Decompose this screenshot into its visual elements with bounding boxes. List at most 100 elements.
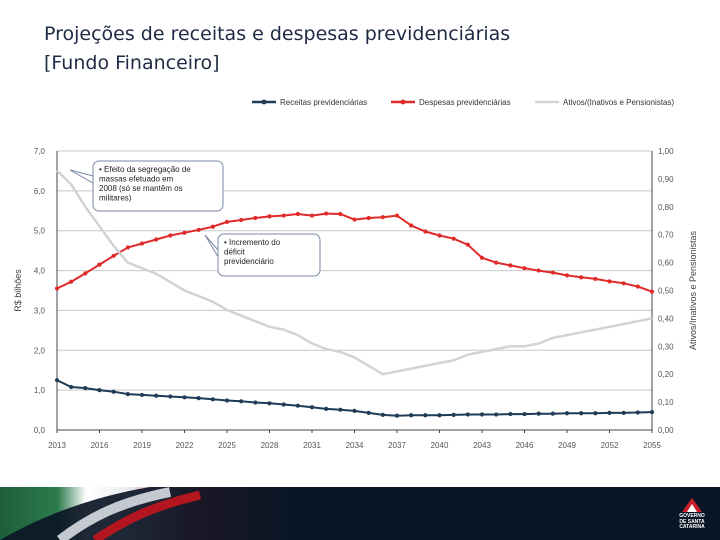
x-tick-label: 2016 <box>91 441 109 450</box>
data-point <box>451 236 456 241</box>
data-point <box>97 262 102 267</box>
x-tick-label: 2043 <box>473 441 491 450</box>
data-point <box>69 279 74 284</box>
data-point <box>409 223 414 228</box>
legend-label: Receitas previdenciárias <box>280 98 367 107</box>
legend-label: Despesas previdenciárias <box>419 98 511 107</box>
x-tick-label: 2049 <box>558 441 576 450</box>
data-point <box>224 398 230 403</box>
data-point <box>366 410 371 415</box>
slide-title: Projeções de receitas e despesas previde… <box>44 20 684 78</box>
y-right-tick-label: 1,00 <box>658 147 674 156</box>
x-tick-label: 2013 <box>48 441 66 450</box>
data-point <box>267 401 272 406</box>
y-tick-label: 4,0 <box>34 267 46 276</box>
data-point <box>593 411 598 416</box>
footer-decor <box>0 487 720 540</box>
data-point <box>69 384 74 390</box>
data-point <box>437 413 442 418</box>
annotation-pointer <box>69 169 94 184</box>
data-point <box>83 271 88 276</box>
x-tick-label: 2052 <box>601 441 619 450</box>
data-point <box>97 388 102 393</box>
legend-label: Ativos/(Inativos e Pensionistas) <box>563 98 674 107</box>
y-tick-label: 5,0 <box>34 227 46 236</box>
data-point <box>224 219 230 225</box>
data-point <box>281 402 286 407</box>
x-tick-label: 2025 <box>218 441 236 450</box>
annotation-text: previdenciário <box>224 257 274 266</box>
legend-marker <box>400 99 406 105</box>
data-point <box>423 413 428 418</box>
data-point <box>196 396 201 401</box>
data-point <box>394 413 400 418</box>
y-axis-label: R$ bilhões <box>13 269 23 312</box>
data-point <box>139 392 145 398</box>
x-tick-label: 2034 <box>346 441 364 450</box>
data-point <box>309 213 315 218</box>
data-point <box>380 412 385 417</box>
data-point <box>210 397 215 402</box>
seal-icon <box>682 498 702 512</box>
y-tick-label: 2,0 <box>34 346 46 355</box>
y-right-tick-label: 0,30 <box>658 342 674 351</box>
data-point <box>593 276 598 282</box>
data-point <box>239 217 244 223</box>
annotation-text: militares) <box>99 194 132 203</box>
y-tick-label: 0,0 <box>34 426 46 435</box>
data-point <box>267 214 272 219</box>
data-point <box>111 389 116 394</box>
data-point <box>564 273 570 278</box>
data-point <box>168 394 173 399</box>
data-point <box>564 411 570 416</box>
data-point <box>125 392 130 397</box>
data-point <box>508 263 513 268</box>
data-point <box>607 279 612 284</box>
x-tick-label: 2040 <box>431 441 449 450</box>
data-point <box>437 233 442 238</box>
data-point <box>621 281 626 286</box>
data-point <box>649 289 655 294</box>
data-point <box>182 230 187 235</box>
x-tick-label: 2019 <box>133 441 151 450</box>
data-point <box>54 378 60 383</box>
series-line <box>56 169 653 376</box>
data-point <box>465 242 470 247</box>
data-point <box>550 270 555 275</box>
x-tick-label: 2055 <box>643 441 661 450</box>
data-point <box>451 412 456 417</box>
data-point <box>253 215 258 221</box>
annotation-text: massas efetuado em <box>99 175 174 184</box>
data-point <box>139 241 145 246</box>
annotation-box <box>92 160 224 212</box>
data-point <box>409 413 414 418</box>
data-point <box>621 410 626 415</box>
x-tick-label: 2037 <box>388 441 406 450</box>
slide-title-line-2: [Fundo Financeiro] <box>44 52 220 74</box>
data-point <box>522 266 527 271</box>
data-point <box>649 409 655 415</box>
y-right-tick-label: 0,10 <box>658 398 674 407</box>
data-point <box>352 217 357 222</box>
annotation-text: • Incremento do <box>224 238 281 247</box>
data-point <box>550 411 555 416</box>
data-point <box>324 406 329 411</box>
data-point <box>125 245 130 250</box>
data-point <box>295 403 300 408</box>
data-point <box>281 213 286 218</box>
y-tick-label: 1,0 <box>34 386 46 395</box>
data-point <box>522 411 527 417</box>
footer-band <box>0 487 720 540</box>
data-point <box>196 227 201 233</box>
y-tick-label: 7,0 <box>34 147 46 156</box>
data-point <box>423 229 428 234</box>
y-right-tick-label: 0,20 <box>658 370 674 379</box>
data-point <box>309 405 315 410</box>
y-axis-right-label: Ativos/Inativos e Pensionistas <box>688 230 698 350</box>
data-point <box>394 213 400 218</box>
data-point <box>494 260 499 265</box>
logo-text-line-3: CATARINA <box>679 524 705 530</box>
y-right-tick-label: 0,40 <box>658 314 674 323</box>
data-point <box>182 395 187 400</box>
data-point <box>83 386 88 391</box>
